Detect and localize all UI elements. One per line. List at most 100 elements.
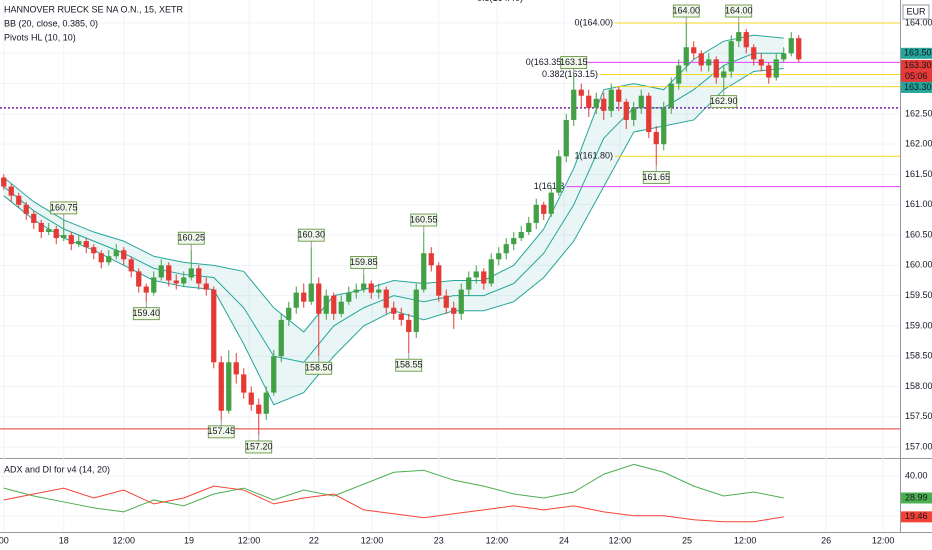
di-line (3, 463, 784, 513)
candle-body (38, 222, 44, 233)
candle-body (773, 59, 779, 78)
candle-body (98, 253, 104, 263)
candle-body (121, 250, 127, 260)
candle-body (376, 289, 382, 293)
candle-body (256, 404, 262, 414)
candle-body (481, 271, 487, 284)
candle-body (196, 268, 202, 284)
candle-body (428, 253, 434, 266)
pivot-label: 160.75 (50, 202, 78, 212)
pivot-box (395, 358, 423, 372)
candle-body (548, 192, 554, 214)
candle-body (766, 65, 772, 78)
candle-body (743, 32, 749, 48)
candle-body (338, 301, 344, 314)
candle-body (233, 362, 239, 375)
price-tag (901, 81, 932, 93)
x-tick-label: 00 (0, 535, 9, 545)
pivot-box (297, 228, 325, 242)
candle-body (608, 89, 614, 111)
candle-body (391, 307, 397, 314)
y-tick-label: 157.00 (905, 441, 932, 451)
candle-body (533, 204, 539, 223)
countdown: 05:06 (905, 71, 928, 81)
pivot-label: 160.25 (177, 233, 205, 243)
candle-body (181, 277, 187, 284)
candle-body (698, 53, 704, 66)
bb-upper (3, 34, 784, 333)
y-tick-label: 161.00 (905, 199, 932, 209)
y-tick-label: 157.50 (905, 411, 932, 421)
candle-body (128, 259, 134, 272)
candle-body (248, 392, 254, 405)
candle-body (661, 107, 667, 145)
level-label: 0.5(164.40) (477, 0, 523, 3)
candle-body (316, 283, 322, 314)
candle-body (361, 283, 367, 290)
candle-body (638, 95, 644, 108)
candle-body (173, 280, 179, 284)
pivot-label: 157.45 (207, 426, 235, 436)
pivot-box (245, 440, 273, 454)
candle-body (601, 98, 607, 111)
pivot-box (305, 361, 333, 375)
candle-body (151, 277, 157, 293)
x-tick-label: 25 (682, 535, 692, 545)
candle-body (83, 241, 89, 248)
x-tick-label: 12:00 (486, 535, 509, 545)
di-line (3, 485, 784, 523)
candle-body (563, 119, 569, 157)
pivot-label: 162.90 (710, 96, 738, 106)
indicator-label: BB (20, close, 0.385, 0) (4, 18, 98, 28)
candle-body (143, 286, 149, 293)
pivot-label: 163.15 (560, 57, 588, 67)
pivot-label: 158.55 (395, 360, 423, 370)
candle-body (53, 229, 59, 239)
candle-body (271, 356, 277, 393)
candle-body (166, 265, 172, 281)
candle-body (706, 59, 712, 66)
candle-body (46, 229, 52, 233)
candle-body (31, 213, 37, 223)
currency: EUR (906, 6, 926, 16)
price-tag-label: 163.30 (904, 82, 932, 92)
pane-title: ADX and DI for v4 (14, 20) (4, 464, 110, 474)
candle-body (473, 271, 479, 278)
candle-body (8, 186, 14, 196)
price-tag (901, 47, 932, 59)
candle-body (668, 83, 674, 108)
candle-body (758, 59, 764, 66)
level-label: 0.382(163.15) (542, 69, 598, 79)
pivot-box (350, 256, 378, 269)
level-label: 1(161.3 (534, 181, 565, 191)
candle-body (713, 59, 719, 78)
candle-body (68, 235, 74, 245)
candle-body (496, 253, 502, 260)
candle-body (556, 156, 562, 193)
candle-body (721, 71, 727, 78)
value-tag-label: 28.99 (905, 492, 928, 502)
candle-body (113, 250, 119, 257)
pivot-label: 160.55 (410, 214, 438, 224)
candle-body (421, 253, 427, 290)
y-tick-label: 159.50 (905, 290, 932, 300)
currency-box (902, 4, 930, 20)
pivot-label: 158.50 (305, 363, 333, 373)
pivot-box (177, 231, 205, 245)
candle-body (653, 132, 659, 145)
candle-body (353, 289, 359, 293)
candle-body (323, 295, 329, 314)
pivot-box (672, 4, 700, 18)
countdown-tag (901, 70, 932, 82)
candle-body (413, 289, 419, 332)
candle-body (263, 392, 269, 414)
x-tick-label: 26 (821, 535, 831, 545)
candle-body (526, 222, 532, 233)
candle-body (308, 283, 314, 302)
y-tick-label: 40.00 (905, 471, 928, 481)
pivot-label: 159.85 (350, 257, 378, 267)
y-tick-label: 162.50 (905, 108, 932, 118)
chart-title: HANNOVER RUECK SE NA O.N., 15, XETR (4, 4, 184, 14)
candle-body (188, 268, 194, 278)
